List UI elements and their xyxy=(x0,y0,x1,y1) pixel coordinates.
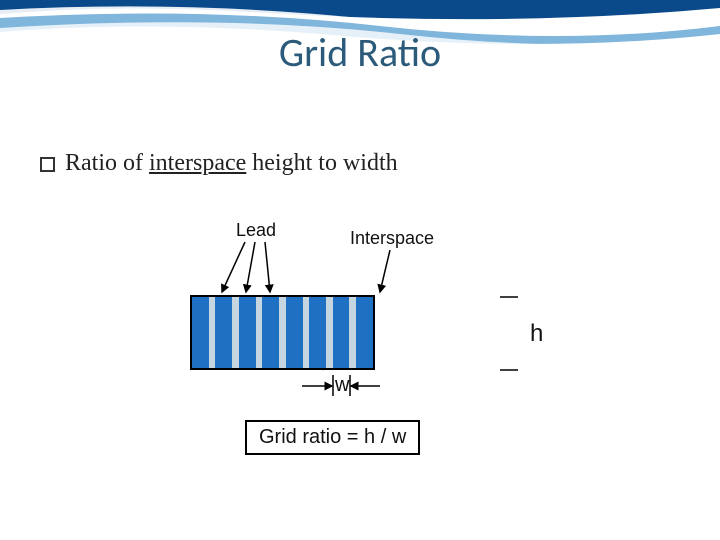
lead-bar xyxy=(303,297,310,368)
lead-bar xyxy=(326,297,333,368)
lead-bar xyxy=(279,297,286,368)
bullet-underlined: interspace xyxy=(149,150,246,176)
page-title: Grid Ratio xyxy=(0,28,720,77)
bullet-suffix: height to width xyxy=(246,150,397,176)
interspace-bar xyxy=(215,297,232,368)
interspace-bar xyxy=(262,297,279,368)
grid-diagram: Lead Interspace h w Grid ratio = h / w xyxy=(150,220,570,480)
interspace-bar xyxy=(356,297,373,368)
bullet-marker xyxy=(40,157,55,172)
interspace-bar xyxy=(239,297,256,368)
interspace-bar xyxy=(286,297,303,368)
lead-bar xyxy=(232,297,239,368)
bullet-prefix: Ratio of xyxy=(65,150,149,176)
w-label: w xyxy=(335,374,349,397)
h-label: h xyxy=(530,320,543,348)
bullet-definition: Ratio of interspace height to width xyxy=(40,150,398,177)
lead-bar xyxy=(209,297,216,368)
interspace-bar xyxy=(309,297,326,368)
interspace-bar xyxy=(192,297,209,368)
bullet-text: Ratio of interspace height to width xyxy=(65,150,398,177)
lead-bar xyxy=(349,297,356,368)
grid-strip xyxy=(190,295,375,370)
interspace-bar xyxy=(333,297,350,368)
formula-box: Grid ratio = h / w xyxy=(245,420,420,455)
lead-bar xyxy=(256,297,263,368)
